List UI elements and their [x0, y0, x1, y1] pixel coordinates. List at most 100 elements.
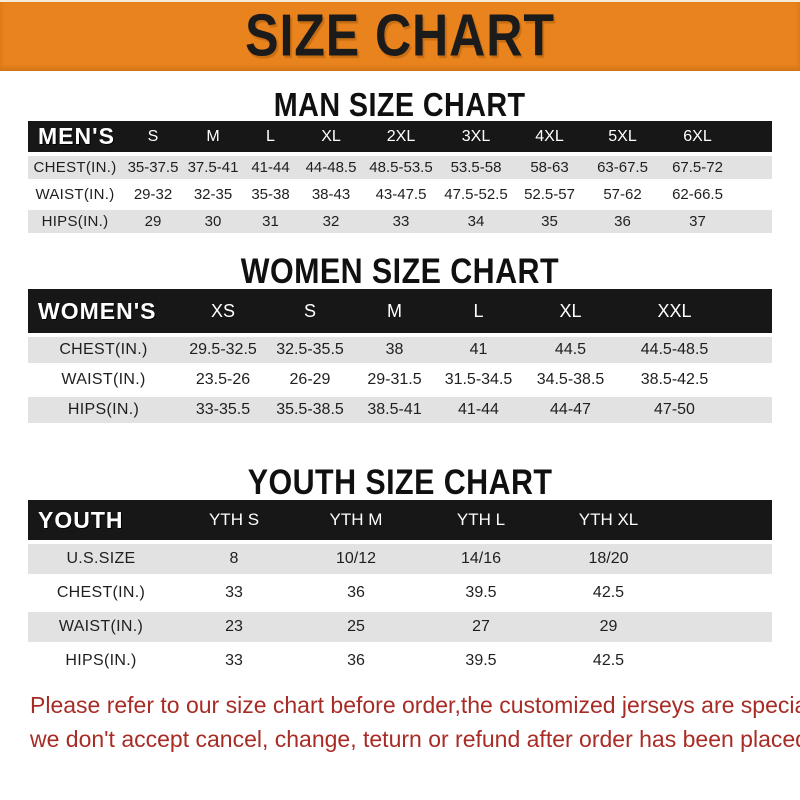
disclaimer-text: Please refer to our size chart before or… [0, 688, 800, 756]
column-header: YTH M [294, 500, 418, 540]
cell-value: 35-37.5 [122, 152, 184, 179]
cell-value: 38.5-42.5 [620, 363, 729, 393]
column-header: L [242, 121, 299, 152]
table-group-label: MEN'S [28, 121, 122, 152]
cell-value: 33-35.5 [179, 393, 267, 423]
cell-value: 31 [242, 206, 299, 233]
cell-value: 67.5-72 [659, 152, 736, 179]
cell-value: 41-44 [436, 393, 521, 423]
row-label: WAIST(IN.) [28, 179, 122, 206]
filler-cell [729, 333, 772, 363]
cell-value: 18/20 [544, 540, 673, 574]
women-section-title: WOMEN SIZE CHART [240, 252, 560, 291]
filler-cell [736, 206, 772, 233]
table-row: U.S.SIZE 8 10/12 14/16 18/20 [28, 540, 772, 574]
filler-cell [736, 179, 772, 206]
youth-size-table: YOUTH YTH S YTH M YTH L YTH XL U.S.SIZE 8 10/1… [28, 500, 772, 676]
cell-value: 34.5-38.5 [521, 363, 620, 393]
mens-header-row: MEN'S S M L XL 2XL 3XL 4XL 5XL 6XL [28, 121, 772, 152]
filler-cell [729, 289, 772, 333]
cell-value: 44-47 [521, 393, 620, 423]
cell-value: 62-66.5 [659, 179, 736, 206]
womens-header-row: WOMEN'S XS S M L XL XXL [28, 289, 772, 333]
table-row: CHEST(IN.) 29.5-32.5 32.5-35.5 38 41 44.5 44.5… [28, 333, 772, 363]
cell-value: 39.5 [418, 642, 544, 676]
cell-value: 36 [586, 206, 659, 233]
table-row: HIPS(IN.) 33-35.5 35.5-38.5 38.5-41 41-44 44-… [28, 393, 772, 423]
size-chart-banner: SIZE CHART [0, 0, 800, 71]
table-group-label: YOUTH [28, 500, 174, 540]
cell-value: 63-67.5 [586, 152, 659, 179]
row-label: CHEST(IN.) [28, 574, 174, 608]
cell-value: 43-47.5 [363, 179, 439, 206]
column-header: 5XL [586, 121, 659, 152]
cell-value: 38-43 [299, 179, 363, 206]
cell-value: 29 [544, 608, 673, 642]
cell-value: 33 [174, 642, 294, 676]
youth-section-title: YOUTH SIZE CHART [247, 463, 553, 502]
column-header: XL [299, 121, 363, 152]
filler-cell [673, 500, 772, 540]
table-row: HIPS(IN.) 29 30 31 32 33 34 35 36 37 [28, 206, 772, 233]
column-header: M [353, 289, 436, 333]
column-header: XL [521, 289, 620, 333]
cell-value: 38.5-41 [353, 393, 436, 423]
cell-value: 27 [418, 608, 544, 642]
table-row: CHEST(IN.) 33 36 39.5 42.5 [28, 574, 772, 608]
cell-value: 44.5 [521, 333, 620, 363]
row-label: HIPS(IN.) [28, 642, 174, 676]
filler-cell [673, 642, 772, 676]
cell-value: 47.5-52.5 [439, 179, 513, 206]
column-header: YTH L [418, 500, 544, 540]
cell-value: 41-44 [242, 152, 299, 179]
filler-cell [736, 121, 772, 152]
column-header: L [436, 289, 521, 333]
filler-cell [736, 152, 772, 179]
cell-value: 35.5-38.5 [267, 393, 353, 423]
table-group-label: WOMEN'S [28, 289, 179, 333]
cell-value: 23 [174, 608, 294, 642]
cell-value: 34 [439, 206, 513, 233]
cell-value: 48.5-53.5 [363, 152, 439, 179]
cell-value: 30 [184, 206, 242, 233]
cell-value: 33 [174, 574, 294, 608]
table-row: WAIST(IN.) 23.5-26 26-29 29-31.5 31.5-34.5 34… [28, 363, 772, 393]
column-header: S [122, 121, 184, 152]
cell-value: 26-29 [267, 363, 353, 393]
cell-value: 38 [353, 333, 436, 363]
cell-value: 57-62 [586, 179, 659, 206]
cell-value: 14/16 [418, 540, 544, 574]
cell-value: 25 [294, 608, 418, 642]
column-header: YTH XL [544, 500, 673, 540]
cell-value: 41 [436, 333, 521, 363]
cell-value: 42.5 [544, 574, 673, 608]
cell-value: 47-50 [620, 393, 729, 423]
column-header: YTH S [174, 500, 294, 540]
man-section-title: MAN SIZE CHART [274, 86, 526, 123]
cell-value: 35-38 [242, 179, 299, 206]
cell-value: 36 [294, 574, 418, 608]
cell-value: 33 [363, 206, 439, 233]
column-header: 4XL [513, 121, 586, 152]
cell-value: 37.5-41 [184, 152, 242, 179]
cell-value: 23.5-26 [179, 363, 267, 393]
cell-value: 29.5-32.5 [179, 333, 267, 363]
banner-title: SIZE CHART [245, 2, 555, 70]
cell-value: 10/12 [294, 540, 418, 574]
cell-value: 35 [513, 206, 586, 233]
column-header: 3XL [439, 121, 513, 152]
row-label: HIPS(IN.) [28, 206, 122, 233]
cell-value: 36 [294, 642, 418, 676]
cell-value: 32-35 [184, 179, 242, 206]
youth-header-row: YOUTH YTH S YTH M YTH L YTH XL [28, 500, 772, 540]
column-header: M [184, 121, 242, 152]
table-row: WAIST(IN.) 29-32 32-35 35-38 38-43 43-47.5 47.… [28, 179, 772, 206]
cell-value: 44-48.5 [299, 152, 363, 179]
table-row: CHEST(IN.) 35-37.5 37.5-41 41-44 44-48.5 48.5… [28, 152, 772, 179]
column-header: XS [179, 289, 267, 333]
cell-value: 58-63 [513, 152, 586, 179]
row-label: CHEST(IN.) [28, 152, 122, 179]
cell-value: 29-32 [122, 179, 184, 206]
cell-value: 42.5 [544, 642, 673, 676]
cell-value: 52.5-57 [513, 179, 586, 206]
